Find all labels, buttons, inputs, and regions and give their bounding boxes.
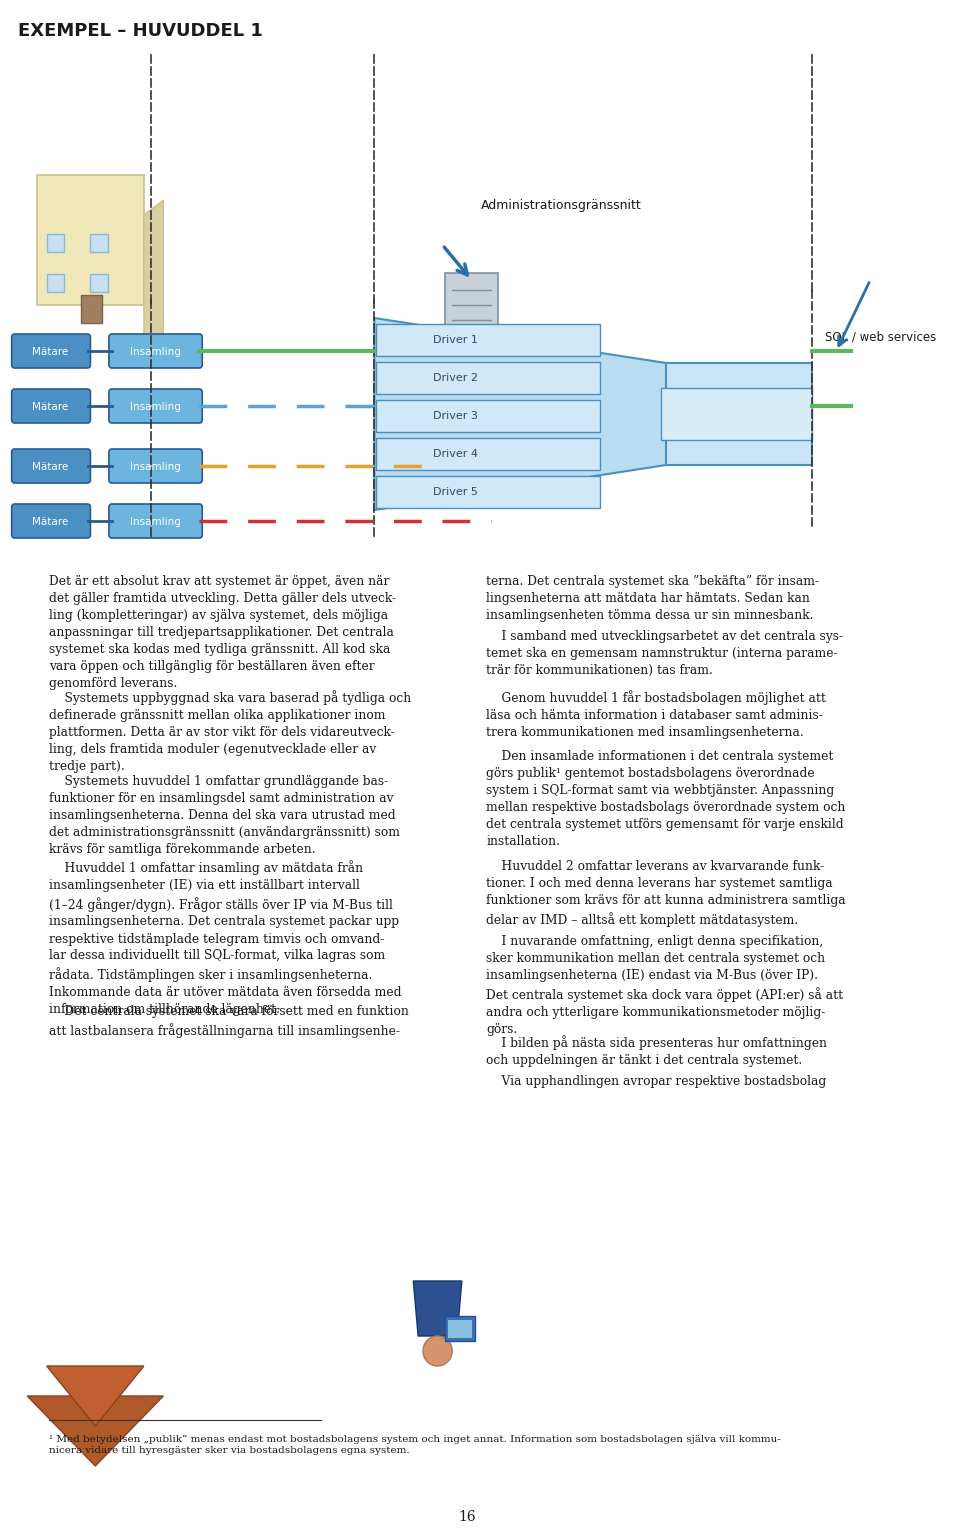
Text: I bilden på nästa sida presenteras hur omfattningen
och uppdelningen är tänkt i : I bilden på nästa sida presenteras hur o… <box>486 1035 828 1067</box>
Text: Huvuddel 1 omfattar insamling av mätdata från
insamlingsenheter (IE) via ett ins: Huvuddel 1 omfattar insamling av mätdata… <box>49 860 401 1017</box>
Text: Huvuddel 2 omfattar leverans av kvarvarande funk-
tioner. I och med denna levera: Huvuddel 2 omfattar leverans av kvarvara… <box>486 860 846 926</box>
Text: Driver 5: Driver 5 <box>433 487 477 498</box>
Text: 16: 16 <box>458 1510 475 1523</box>
FancyBboxPatch shape <box>108 504 203 537</box>
Text: Insamling: Insamling <box>131 348 181 357</box>
Polygon shape <box>666 363 812 465</box>
Text: Driver 1: Driver 1 <box>433 335 477 344</box>
Polygon shape <box>144 201 163 335</box>
FancyBboxPatch shape <box>12 449 90 482</box>
FancyBboxPatch shape <box>90 274 108 292</box>
FancyBboxPatch shape <box>81 295 102 323</box>
Text: Genom huvuddel 1 får bostadsbolagen möjlighet att
läsa och hämta information i d: Genom huvuddel 1 får bostadsbolagen möjl… <box>486 690 826 739</box>
FancyBboxPatch shape <box>90 234 108 253</box>
Text: Systemets uppbyggnad ska vara baserad på tydliga och
definerade gränssnitt mella: Systemets uppbyggnad ska vara baserad på… <box>49 690 411 773</box>
Circle shape <box>423 1337 452 1366</box>
Text: SQL / web services: SQL / web services <box>825 331 936 343</box>
FancyBboxPatch shape <box>108 334 203 367</box>
Text: Det centrala systemet ska vara försett med en funktion
att lastbalansera frågest: Det centrala systemet ska vara försett m… <box>49 1004 409 1038</box>
FancyBboxPatch shape <box>108 449 203 482</box>
Text: I samband med utvecklingsarbetet av det centrala sys-
temet ska en gemensam namn: I samband med utvecklingsarbetet av det … <box>486 629 843 677</box>
Text: Driver 4: Driver 4 <box>433 449 478 459</box>
FancyBboxPatch shape <box>47 234 64 253</box>
Text: Insamling: Insamling <box>131 517 181 527</box>
Text: Driver 3: Driver 3 <box>433 410 477 421</box>
FancyBboxPatch shape <box>12 504 90 537</box>
FancyBboxPatch shape <box>47 274 64 292</box>
Text: Mätare: Mätare <box>33 348 69 357</box>
FancyBboxPatch shape <box>36 175 144 305</box>
FancyBboxPatch shape <box>12 389 90 423</box>
Text: Mätare: Mätare <box>33 462 69 472</box>
Polygon shape <box>374 318 666 510</box>
Text: Driver 2: Driver 2 <box>433 374 478 383</box>
Text: Systemets huvuddel 1 omfattar grundläggande bas-
funktioner för en insamlingsdel: Systemets huvuddel 1 omfattar grundlägga… <box>49 775 399 856</box>
Polygon shape <box>413 1281 462 1337</box>
FancyBboxPatch shape <box>12 334 90 367</box>
Text: Administrationsgränssnitt: Administrationsgränssnitt <box>481 199 642 211</box>
FancyBboxPatch shape <box>376 361 600 393</box>
FancyBboxPatch shape <box>376 476 600 508</box>
Text: EXEMPEL – HUVUDDEL 1: EXEMPEL – HUVUDDEL 1 <box>17 21 262 40</box>
Text: Det är ett absolut krav att systemet är öppet, även när
det gäller framtida utve: Det är ett absolut krav att systemet är … <box>49 576 396 690</box>
FancyBboxPatch shape <box>108 389 203 423</box>
Polygon shape <box>27 1396 163 1467</box>
FancyBboxPatch shape <box>376 325 600 357</box>
FancyBboxPatch shape <box>376 438 600 470</box>
FancyBboxPatch shape <box>448 1320 471 1338</box>
Text: Mätare: Mätare <box>33 517 69 527</box>
FancyBboxPatch shape <box>452 337 492 344</box>
Text: Den insamlade informationen i det centrala systemet
görs publik¹ gentemot bostad: Den insamlade informationen i det centra… <box>486 750 846 848</box>
FancyBboxPatch shape <box>376 400 600 432</box>
FancyBboxPatch shape <box>445 273 498 341</box>
Text: Insamling: Insamling <box>131 462 181 472</box>
Text: Insamling: Insamling <box>131 403 181 412</box>
FancyBboxPatch shape <box>445 1317 474 1341</box>
Text: terna. Det centrala systemet ska ”bekäfta” för insam-
lingsenheterna att mätdata: terna. Det centrala systemet ska ”bekäft… <box>486 576 819 622</box>
Polygon shape <box>661 387 812 439</box>
Text: Via upphandlingen avropar respektive bostadsbolag: Via upphandlingen avropar respektive bos… <box>486 1075 827 1089</box>
Text: ¹ Med betydelsen „publik” menas endast mot bostadsbolagens system och inget anna: ¹ Med betydelsen „publik” menas endast m… <box>49 1435 780 1456</box>
Polygon shape <box>47 1366 144 1425</box>
Text: I nuvarande omfattning, enligt denna specifikation,
sker kommunikation mellan de: I nuvarande omfattning, enligt denna spe… <box>486 935 843 1035</box>
Text: Mätare: Mätare <box>33 403 69 412</box>
